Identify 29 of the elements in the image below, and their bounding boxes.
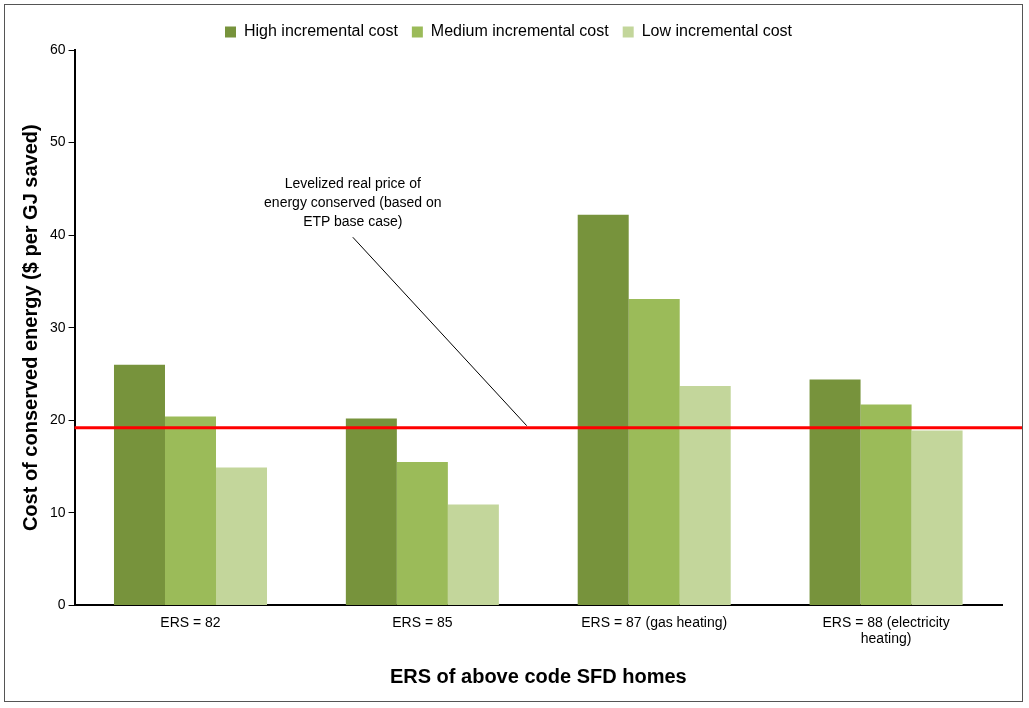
y-tick-label: 0 xyxy=(57,596,66,613)
y-axis-title: Cost of conserved energy ($ per GJ saved) xyxy=(18,124,41,532)
bar xyxy=(809,379,861,605)
bar xyxy=(447,504,499,605)
x-tick-label: ERS = 88 (electricity heating) xyxy=(822,613,950,647)
bar xyxy=(679,386,731,605)
legend-label: Low incremental cost xyxy=(641,22,793,40)
bar xyxy=(860,404,912,605)
bar xyxy=(396,461,448,605)
y-tick-label: 30 xyxy=(49,318,66,335)
bar xyxy=(345,418,397,605)
x-tick-label: ERS = 85 xyxy=(392,613,453,630)
y-tick-label: 50 xyxy=(49,133,66,150)
bar xyxy=(165,416,217,605)
y-tick-label: 10 xyxy=(49,503,66,520)
bar xyxy=(113,364,165,605)
y-tick-label: 40 xyxy=(49,225,66,242)
x-tick-label: ERS = 87 (gas heating) xyxy=(581,613,728,630)
bar xyxy=(577,214,629,605)
ref-line-label: Levelized real price of energy conserved (based on ETP base case) xyxy=(264,175,442,230)
bar xyxy=(628,299,680,605)
x-tick-label: ERS = 82 xyxy=(160,613,221,630)
x-axis-title: ERS of above code SFD homes xyxy=(389,664,687,687)
bar xyxy=(216,467,268,605)
legend-label: High incremental cost xyxy=(244,22,399,40)
legend-label: Medium incremental cost xyxy=(430,22,610,40)
bar xyxy=(911,430,963,605)
y-tick-label: 20 xyxy=(49,411,66,428)
y-tick-label: 60 xyxy=(49,40,66,57)
